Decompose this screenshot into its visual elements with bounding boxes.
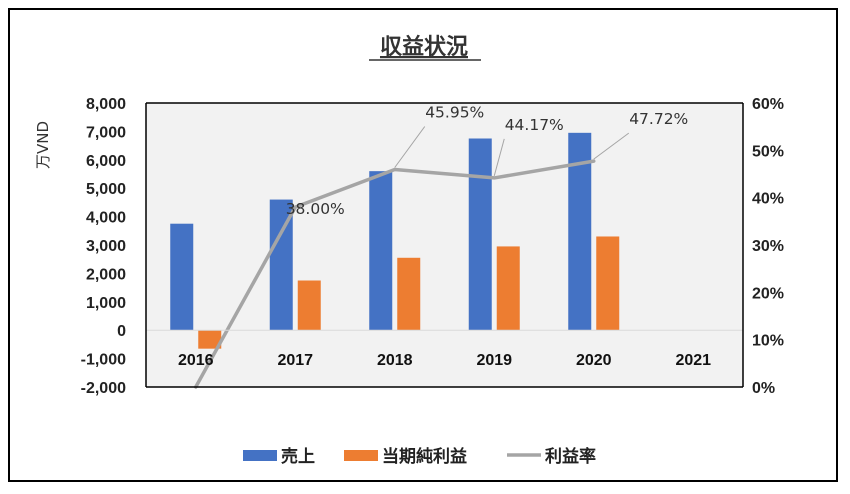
data-label: 44.17% bbox=[505, 116, 564, 134]
x-tick-label: 2021 bbox=[675, 352, 711, 369]
y2-tick-label: 10% bbox=[752, 333, 784, 350]
legend-label: 当期純利益 bbox=[382, 446, 467, 467]
bar-revenue-2020 bbox=[568, 132, 592, 331]
bar-revenue-2019 bbox=[468, 138, 492, 331]
bar-revenue-2016 bbox=[170, 223, 194, 331]
axes: 8,000 7,000 6,000 5,000 4,000 3,000 2,000 1,000… bbox=[81, 96, 784, 397]
y-tick-label: 2,000 bbox=[86, 266, 126, 283]
legend-label: 売上 bbox=[281, 446, 315, 467]
y-tick-label: 6,000 bbox=[86, 153, 126, 170]
bar-revenue-2017 bbox=[269, 199, 293, 331]
chart-title: 収益状況 bbox=[380, 34, 468, 60]
x-tick-label: 2016 bbox=[178, 352, 214, 369]
x-tick-label: 2019 bbox=[476, 352, 512, 369]
x-tick-label: 2017 bbox=[277, 352, 313, 369]
legend: 売上 当期純利益 利益率 bbox=[243, 446, 596, 467]
y-tick-label: 3,000 bbox=[86, 238, 126, 255]
plot-area bbox=[146, 103, 743, 387]
line-layer bbox=[194, 159, 596, 389]
data-label: 45.95% bbox=[425, 104, 484, 122]
bar-net-profit-2018 bbox=[397, 257, 421, 331]
bar-net-profit-2020 bbox=[596, 236, 620, 331]
y2-tick-label: 50% bbox=[752, 143, 784, 160]
bar-net-profit-2016 bbox=[198, 330, 222, 349]
data-label-leader bbox=[394, 126, 426, 168]
y-tick-label: 8,000 bbox=[86, 96, 126, 113]
plot-background bbox=[146, 103, 743, 387]
legend-swatch bbox=[344, 450, 378, 461]
y-tick-label: -2,000 bbox=[81, 380, 126, 397]
data-labels: 38.00% 45.95% 44.17% 47.72% bbox=[286, 104, 689, 219]
y2-tick-label: 30% bbox=[752, 238, 784, 255]
y-tick-label: 4,000 bbox=[86, 210, 126, 227]
y-tick-label: 1,000 bbox=[86, 295, 126, 312]
x-tick-label: 2018 bbox=[377, 352, 413, 369]
y-tick-label: 5,000 bbox=[86, 181, 126, 198]
data-label-leader bbox=[493, 138, 505, 177]
data-label: 47.72% bbox=[629, 110, 688, 128]
y2-tick-label: 60% bbox=[752, 96, 784, 113]
x-tick-label: 2020 bbox=[576, 352, 612, 369]
data-label: 38.00% bbox=[286, 200, 345, 218]
bars-layer bbox=[170, 132, 719, 349]
y-tick-label: 0 bbox=[117, 323, 126, 340]
bar-revenue-2018 bbox=[369, 171, 393, 331]
y-axis-label: 万VND bbox=[34, 121, 52, 169]
legend-swatch bbox=[243, 450, 277, 461]
margin-line bbox=[194, 159, 596, 389]
y2-tick-label: 0% bbox=[752, 380, 775, 397]
data-label-leader bbox=[593, 132, 630, 160]
y2-tick-label: 40% bbox=[752, 191, 784, 208]
bar-net-profit-2017 bbox=[297, 280, 321, 331]
bar-net-profit-2019 bbox=[496, 246, 520, 331]
y2-tick-label: 20% bbox=[752, 285, 784, 302]
y-tick-label: -1,000 bbox=[81, 352, 126, 369]
y-tick-label: 7,000 bbox=[86, 124, 126, 141]
legend-label: 利益率 bbox=[545, 446, 596, 467]
